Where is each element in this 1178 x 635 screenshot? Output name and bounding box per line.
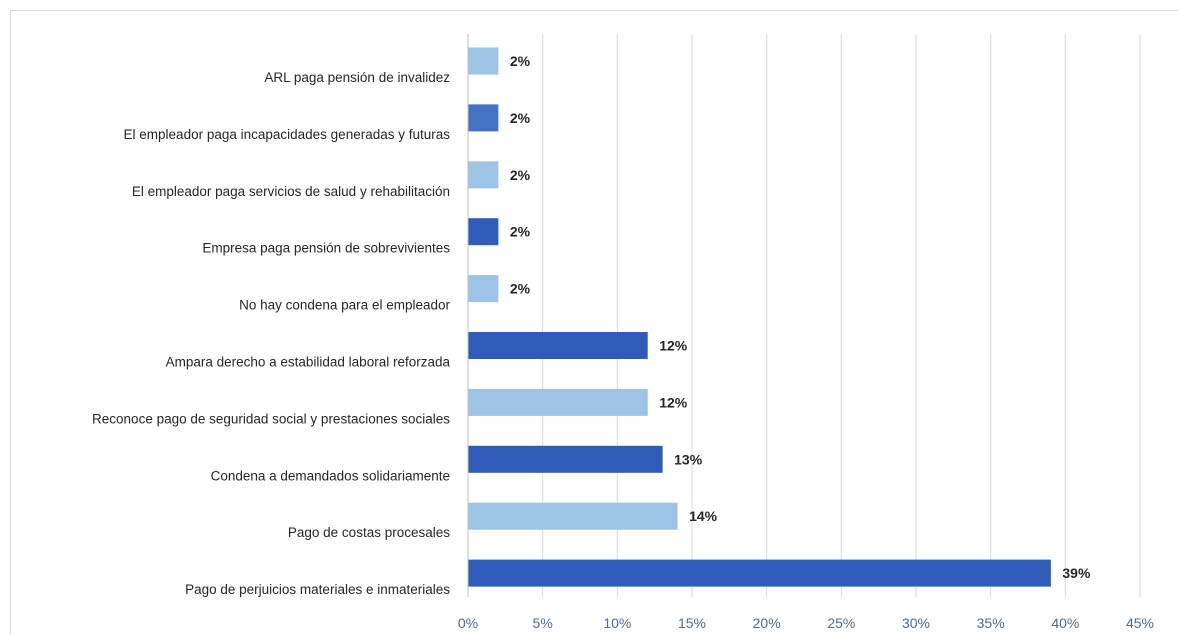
bar (468, 218, 499, 246)
data-label: 2% (510, 110, 531, 126)
bar (468, 47, 499, 75)
category-label: Pago de costas procesales (288, 525, 450, 540)
category-label: Empresa paga pensión de sobrevivientes (202, 241, 450, 256)
data-label: 39% (1062, 565, 1091, 581)
data-label: 12% (659, 394, 688, 410)
bar (468, 502, 678, 530)
x-tick-label: 30% (902, 615, 930, 631)
data-labels: 2% 2% 2% 2% 2% 12% 12% 13% 14% 39% (510, 53, 1091, 581)
x-tick-label: 20% (753, 615, 781, 631)
x-tick-label: 10% (603, 615, 631, 631)
x-tick-label: 15% (678, 615, 706, 631)
data-label: 2% (510, 281, 531, 297)
data-label: 2% (510, 167, 531, 183)
bar (468, 445, 663, 473)
bar (468, 104, 499, 132)
data-label: 13% (674, 451, 703, 467)
x-tick-label: 0% (458, 615, 478, 631)
bar (468, 332, 648, 359)
category-labels: ARL paga pensión de invalidez El empleado… (92, 70, 450, 597)
x-tick-label: 45% (1126, 615, 1154, 631)
x-tick-label: 40% (1051, 615, 1079, 631)
bars (468, 47, 1051, 587)
data-label: 2% (510, 53, 531, 69)
x-tick-label: 25% (827, 615, 855, 631)
bar (468, 275, 499, 303)
bar (468, 559, 1051, 587)
category-label: El empleador paga incapacidades generada… (124, 127, 451, 142)
data-label: 2% (510, 224, 531, 240)
data-label: 12% (659, 338, 688, 354)
x-axis-ticks: 0% 5% 10% 15% 20% 25% 30% 35% 40% 45% (458, 615, 1154, 631)
category-label: Pago de perjuicios materiales e inmateri… (185, 582, 450, 597)
chart-frame (10, 10, 1178, 635)
category-label: Ampara derecho a estabilidad laboral ref… (166, 355, 451, 370)
gridlines (467, 34, 1141, 597)
bar (468, 388, 648, 416)
bar (468, 161, 499, 189)
category-label: Reconoce pago de seguridad social y pres… (92, 411, 450, 426)
x-tick-label: 35% (977, 615, 1005, 631)
category-label: El empleador paga servicios de salud y r… (132, 184, 450, 199)
category-label: ARL paga pensión de invalidez (264, 70, 450, 85)
category-label: Condena a demandados solidariamente (211, 468, 450, 483)
category-label: No hay condena para el empleador (239, 298, 450, 313)
data-label: 14% (689, 508, 718, 524)
x-tick-label: 5% (533, 615, 553, 631)
